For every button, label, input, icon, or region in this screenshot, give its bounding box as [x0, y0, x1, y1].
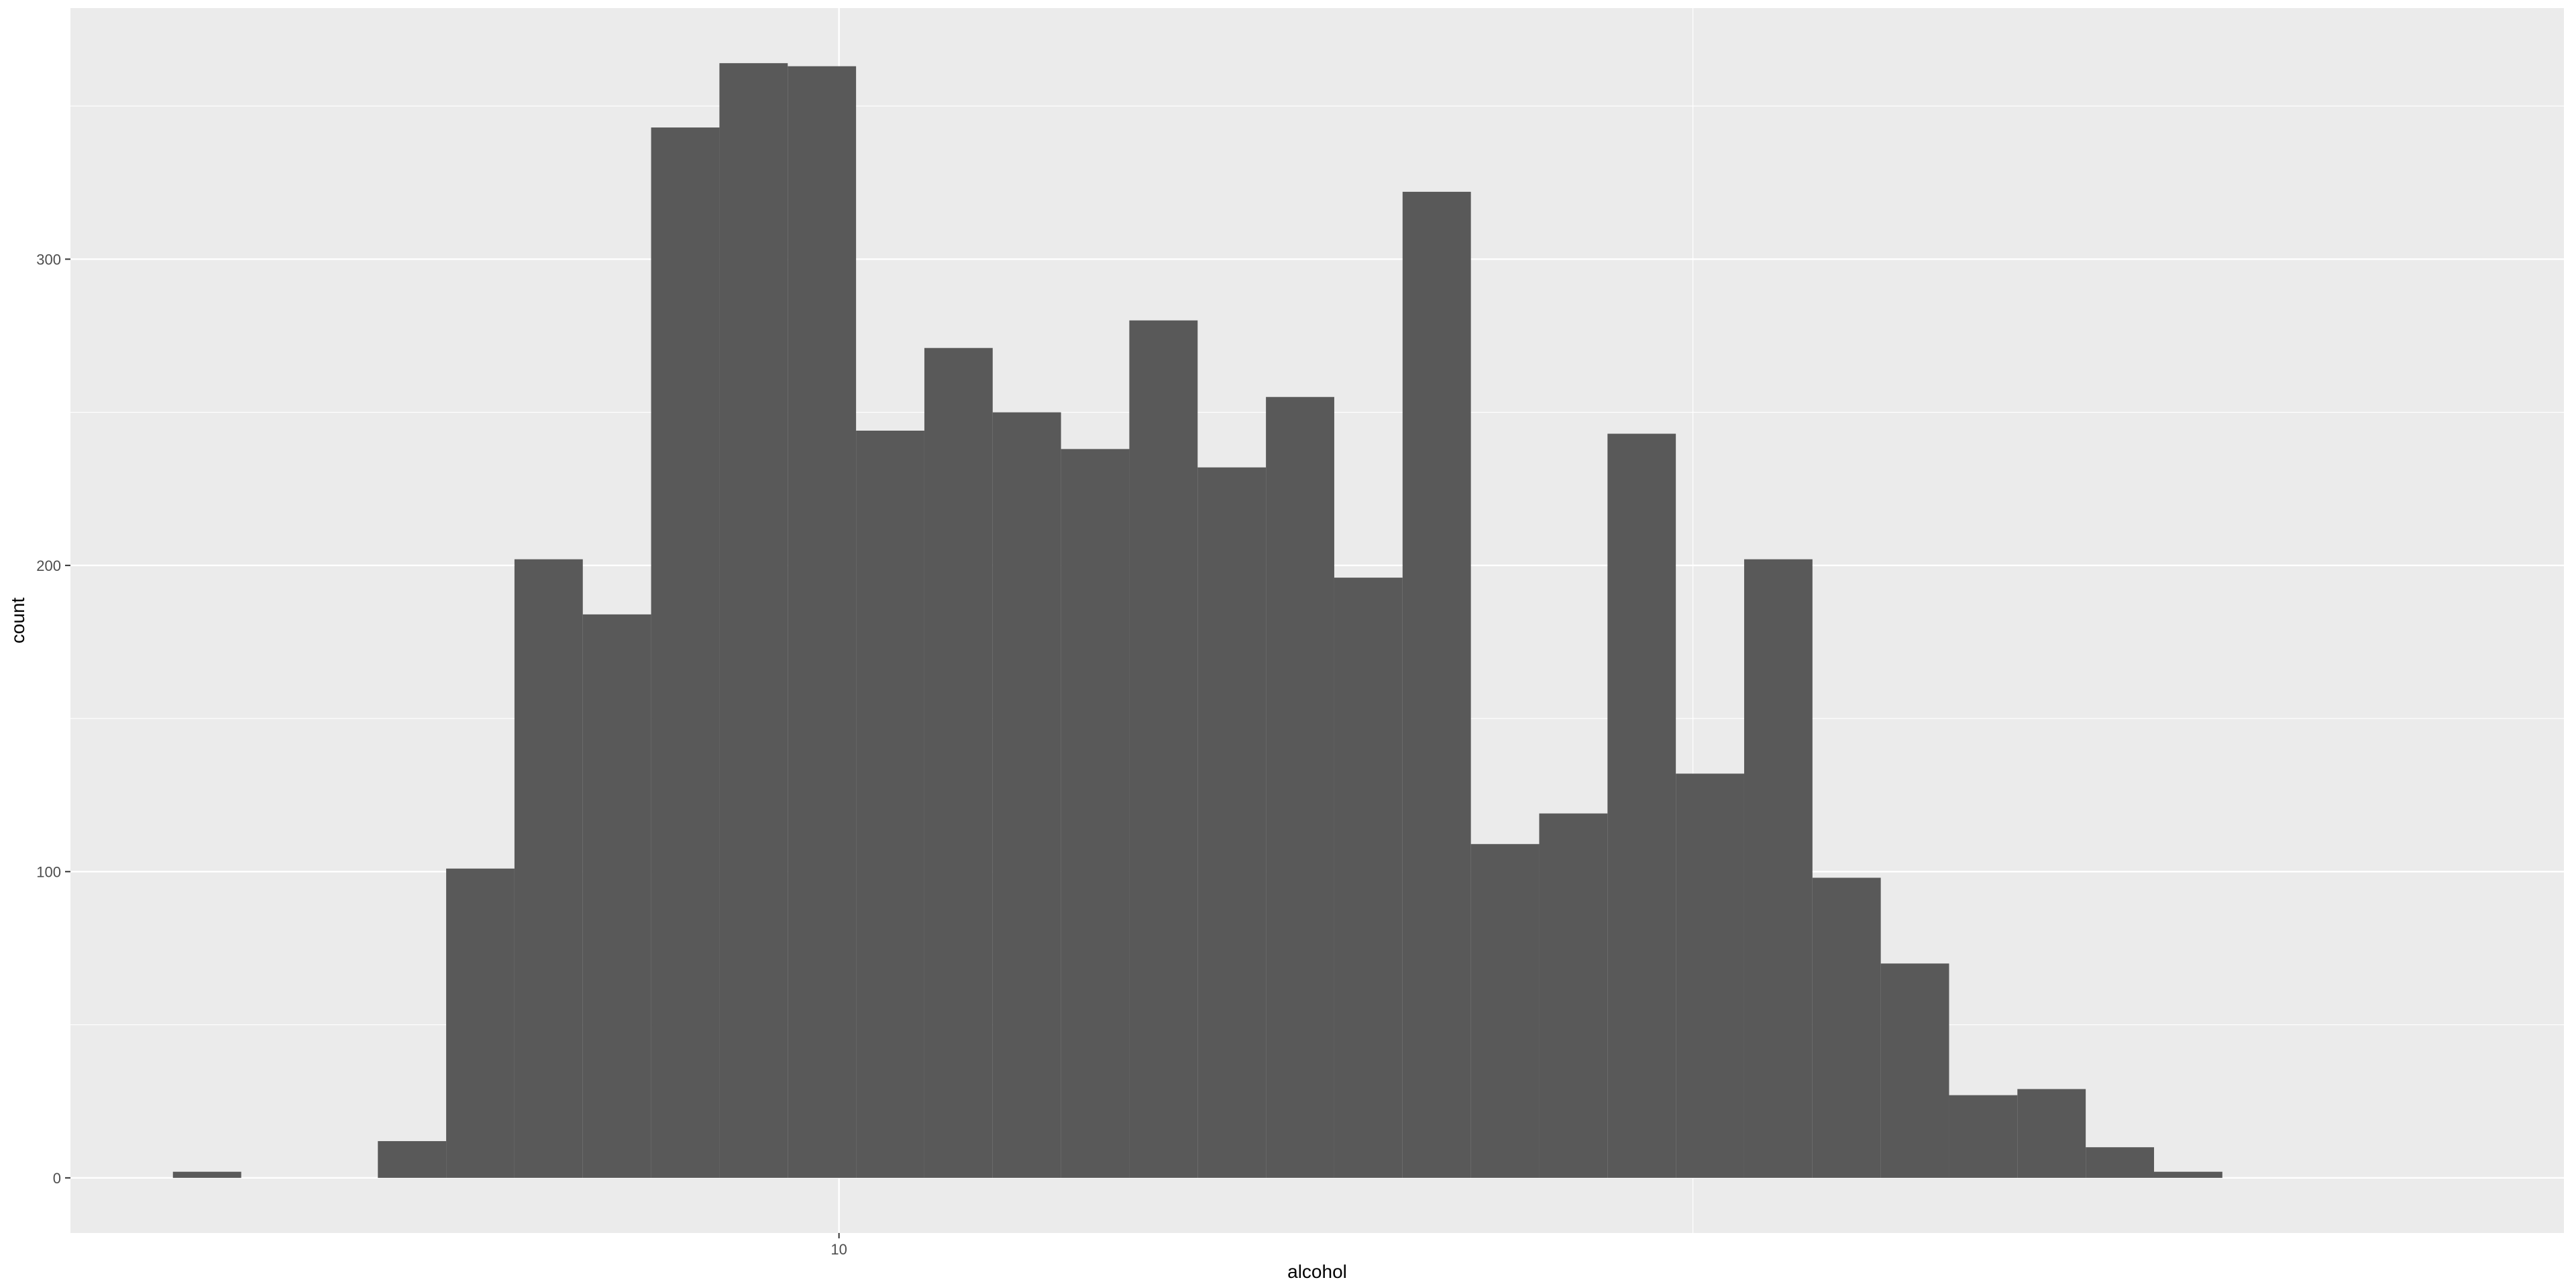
y-tick-label: 0	[53, 1170, 61, 1187]
x-axis-title: alcohol	[1287, 1261, 1347, 1282]
histogram-bars	[172, 63, 2222, 1178]
histogram-bar	[1539, 813, 1608, 1178]
histogram-bar	[1812, 877, 1881, 1178]
histogram-bar	[446, 868, 515, 1178]
histogram-bar	[924, 347, 993, 1178]
y-axis-ticks: 0 100 200 300	[36, 251, 70, 1187]
y-axis-title: count	[7, 598, 28, 644]
histogram-bar	[2153, 1171, 2222, 1178]
y-tick-label: 300	[36, 251, 61, 268]
histogram-bar	[1266, 396, 1334, 1178]
histogram-bar	[1470, 844, 1540, 1178]
x-tick-label: 10	[830, 1241, 847, 1258]
histogram-bar	[788, 66, 857, 1178]
histogram-bar	[1402, 191, 1471, 1178]
y-tick-label: 200	[36, 557, 61, 574]
histogram-bar	[1949, 1095, 2018, 1178]
histogram-bar	[378, 1141, 447, 1178]
x-axis-ticks: 10	[830, 1233, 847, 1258]
histogram-bar	[651, 127, 720, 1178]
histogram-bar	[1197, 467, 1267, 1178]
histogram-bar	[1129, 320, 1198, 1178]
histogram-bar	[2017, 1089, 2086, 1178]
histogram-bar	[1743, 559, 1813, 1178]
histogram-bar	[1676, 773, 1744, 1178]
histogram-bar	[514, 559, 583, 1178]
histogram-bar	[1880, 963, 1949, 1178]
histogram-bar	[1607, 433, 1676, 1178]
y-tick-label: 100	[36, 863, 61, 880]
histogram-bar	[1334, 578, 1403, 1178]
histogram-bar	[856, 430, 924, 1178]
histogram-bar	[582, 614, 651, 1178]
histogram-bar	[172, 1171, 241, 1178]
histogram-bar	[719, 63, 788, 1178]
histogram-bar	[1061, 449, 1130, 1178]
histogram-bar	[2086, 1147, 2154, 1178]
histogram-bar	[992, 412, 1061, 1178]
